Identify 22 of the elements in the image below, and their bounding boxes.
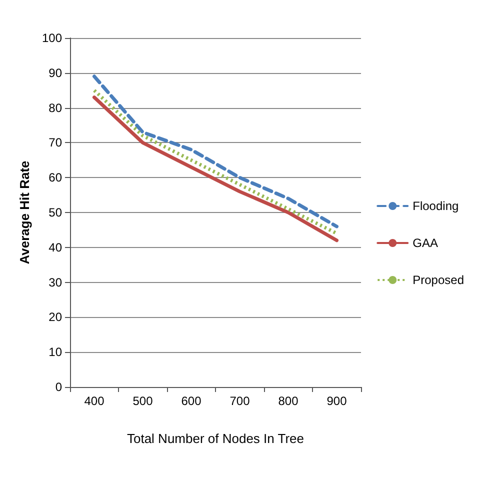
x-tick-label: 800	[278, 394, 299, 408]
x-tick-label: 400	[84, 394, 105, 408]
y-tick-label: 90	[48, 66, 62, 80]
legend-label: Flooding	[412, 199, 459, 213]
x-tick-label: 500	[132, 394, 154, 408]
y-tick-label: 80	[48, 100, 62, 115]
x-axis-title: Total Number of Nodes In Tree	[126, 431, 304, 446]
legend-label: GAA	[412, 236, 438, 250]
y-tick-label: 0	[55, 380, 62, 394]
y-tick-label: 70	[48, 136, 62, 150]
y-tick-label: 100	[42, 31, 62, 45]
y-tick-label: 40	[48, 240, 62, 254]
y-tick-label: 50	[48, 206, 62, 220]
x-tick-label: 600	[181, 394, 202, 408]
x-tick-label: 900	[326, 394, 348, 408]
y-axis-title: Average Hit Rate	[17, 160, 32, 264]
y-tick-label: 10	[48, 345, 62, 360]
legend-label: Proposed	[412, 273, 464, 287]
y-tick-label: 20	[48, 310, 62, 324]
y-tick-label: 30	[48, 275, 62, 290]
y-tick-label: 60	[48, 170, 62, 185]
x-tick-label: 700	[230, 394, 250, 408]
